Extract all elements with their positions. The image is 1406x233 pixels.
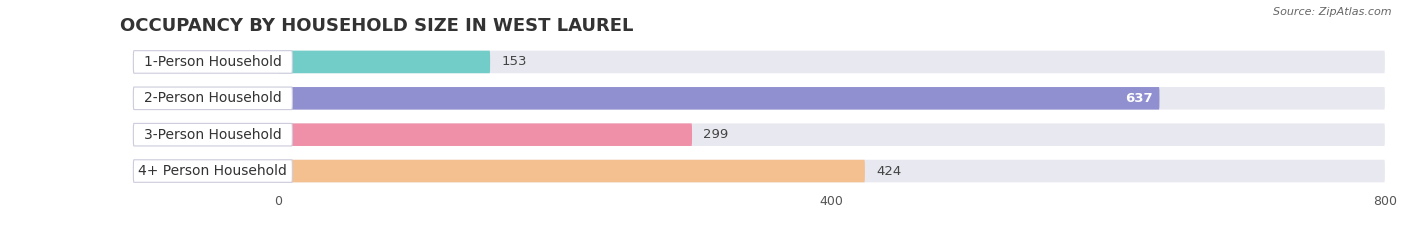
Text: OCCUPANCY BY HOUSEHOLD SIZE IN WEST LAUREL: OCCUPANCY BY HOUSEHOLD SIZE IN WEST LAUR… [120,17,633,35]
Text: 3-Person Household: 3-Person Household [143,128,281,142]
FancyBboxPatch shape [278,123,692,146]
Text: 299: 299 [703,128,728,141]
FancyBboxPatch shape [278,51,1385,73]
FancyBboxPatch shape [134,87,292,110]
FancyBboxPatch shape [278,87,1385,110]
FancyBboxPatch shape [278,87,1160,110]
FancyBboxPatch shape [134,123,292,146]
Text: 637: 637 [1125,92,1153,105]
FancyBboxPatch shape [278,160,1385,182]
FancyBboxPatch shape [134,51,292,73]
Text: Source: ZipAtlas.com: Source: ZipAtlas.com [1274,7,1392,17]
Text: 2-Person Household: 2-Person Household [143,91,281,105]
Text: 4+ Person Household: 4+ Person Household [138,164,287,178]
FancyBboxPatch shape [278,51,491,73]
Text: 1-Person Household: 1-Person Household [143,55,281,69]
Text: 424: 424 [876,164,901,178]
FancyBboxPatch shape [278,160,865,182]
FancyBboxPatch shape [278,123,1385,146]
Text: 153: 153 [501,55,527,69]
FancyBboxPatch shape [134,160,292,182]
